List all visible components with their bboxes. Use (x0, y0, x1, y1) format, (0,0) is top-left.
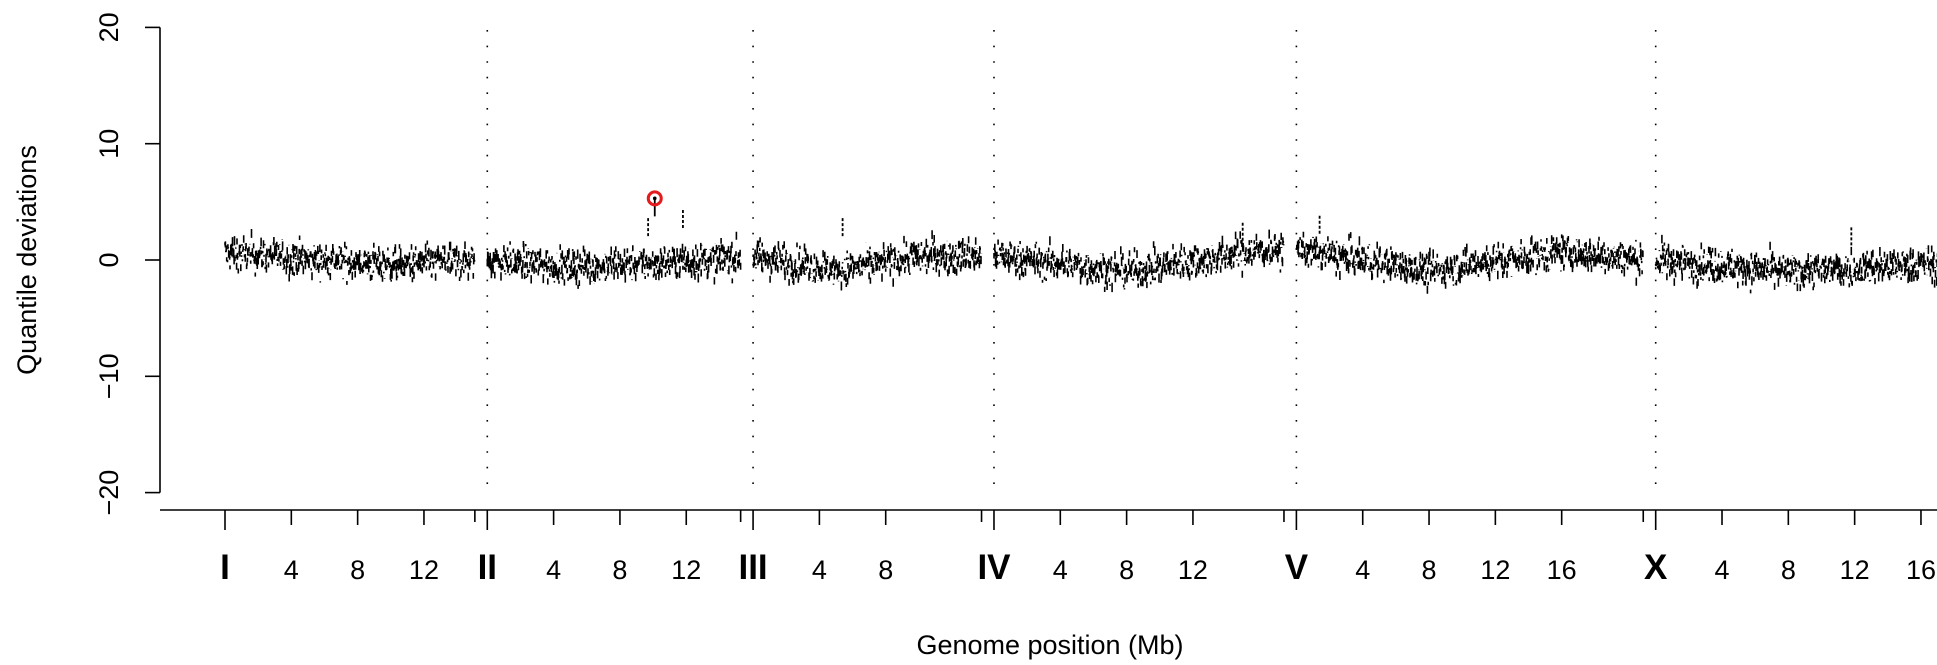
x-tick-label: 4 (546, 555, 561, 585)
x-tick-label: 12 (1480, 555, 1510, 585)
data-band (224, 229, 1937, 294)
y-tick-label: −10 (94, 353, 124, 399)
x-tick-label: 12 (1178, 555, 1208, 585)
y-tick-label: 0 (94, 252, 124, 267)
x-tick-label: 8 (878, 555, 893, 585)
y-tick-label: 10 (94, 129, 124, 159)
x-tick-label: 8 (612, 555, 627, 585)
x-tick-label: 8 (1781, 555, 1796, 585)
y-axis: −20 −10 0 10 20 (94, 12, 161, 516)
chromosome-label-i: I (220, 548, 230, 587)
x-tick-label: 12 (1840, 555, 1870, 585)
x-tick-label: 4 (1355, 555, 1370, 585)
chromosome-label-ii: II (478, 548, 497, 587)
x-tick-label: 4 (1053, 555, 1068, 585)
x-tick-label: 8 (1119, 555, 1134, 585)
x-axis: I 4 8 12 II 4 8 12 III 4 8 IV 4 8 12 V 4 8 12 16 X 4 8 12 16 (160, 509, 1937, 587)
peak-circle (646, 190, 663, 207)
data-points (224, 209, 1937, 294)
x-tick-label: 8 (1422, 555, 1437, 585)
chromosome-label-iii: III (738, 548, 767, 587)
x-tick-label: 8 (350, 555, 365, 585)
chromosome-label-x: X (1644, 548, 1668, 587)
x-tick-label: 12 (409, 555, 439, 585)
x-tick-label: 4 (284, 555, 299, 585)
x-tick-label: 16 (1547, 555, 1577, 585)
chromosome-label-iv: IV (977, 548, 1011, 587)
peak-point (652, 196, 657, 201)
x-tick-label: 16 (1906, 555, 1936, 585)
highlight-marker (646, 190, 663, 217)
y-axis-title: Quantile deviations (12, 145, 42, 375)
x-axis-title: Genome position (Mb) (916, 630, 1183, 660)
y-tick-label: 20 (94, 12, 124, 42)
chromosome-label-v: V (1285, 548, 1309, 587)
y-tick-label: −20 (94, 470, 124, 516)
x-tick-label: 4 (1714, 555, 1729, 585)
x-tick-label: 12 (671, 555, 701, 585)
x-tick-label: 4 (812, 555, 827, 585)
